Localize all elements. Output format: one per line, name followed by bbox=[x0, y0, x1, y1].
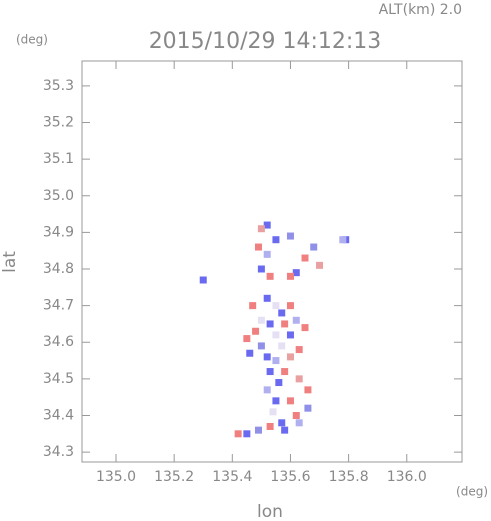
plot-frame bbox=[81, 60, 463, 463]
y-tick-label: 35.2 bbox=[43, 115, 74, 131]
radar-cell bbox=[272, 302, 280, 310]
radar-cell bbox=[286, 397, 294, 405]
radar-cell bbox=[243, 430, 251, 438]
radar-cell bbox=[316, 261, 324, 269]
radar-cell bbox=[304, 404, 312, 412]
radar-cell bbox=[266, 422, 274, 430]
radar-cell bbox=[304, 386, 312, 394]
y-tick-label: 34.3 bbox=[43, 444, 74, 460]
radar-cell bbox=[281, 426, 289, 434]
y-tick-label: 34.5 bbox=[43, 371, 74, 387]
y-unit: (deg) bbox=[16, 33, 48, 47]
y-tick-label: 34.9 bbox=[43, 224, 74, 240]
radar-cell bbox=[292, 316, 300, 324]
radar-cell bbox=[281, 368, 289, 376]
x-tick-label: 135.0 bbox=[96, 469, 136, 485]
y-tick-label: 34.6 bbox=[43, 334, 74, 350]
radar-cell bbox=[257, 342, 265, 350]
y-tick-label: 35.1 bbox=[43, 151, 74, 167]
radar-cell bbox=[301, 254, 309, 262]
radar-cell bbox=[249, 302, 257, 310]
radar-cell bbox=[254, 426, 262, 434]
radar-cell bbox=[246, 349, 254, 357]
radar-cell bbox=[263, 250, 271, 258]
radar-cell bbox=[263, 386, 271, 394]
radar-cell bbox=[275, 379, 283, 387]
radar-cell bbox=[286, 272, 294, 280]
radar-cell bbox=[278, 342, 286, 350]
radar-cell bbox=[266, 368, 274, 376]
radar-cell bbox=[292, 269, 300, 277]
x-tick-label: 136.0 bbox=[387, 469, 427, 485]
radar-cell bbox=[286, 232, 294, 240]
radar-cell bbox=[295, 346, 303, 354]
x-tick-label: 135.6 bbox=[270, 469, 310, 485]
radar-cell bbox=[266, 320, 274, 328]
radar-cell bbox=[269, 408, 277, 416]
radar-cell bbox=[263, 294, 271, 302]
radar-cell bbox=[272, 397, 280, 405]
radar-cell bbox=[252, 327, 260, 335]
radar-cell bbox=[234, 430, 242, 438]
radar-cell bbox=[292, 411, 300, 419]
x-tick-label: 135.2 bbox=[154, 469, 194, 485]
radar-cell bbox=[310, 243, 318, 251]
y-tick-label: 34.4 bbox=[43, 407, 74, 423]
radar-cell bbox=[272, 357, 280, 365]
radar-cell bbox=[286, 302, 294, 310]
radar-cell bbox=[266, 272, 274, 280]
radar-cell bbox=[339, 236, 347, 244]
radar-cell bbox=[254, 243, 262, 251]
y-tick-label: 35.0 bbox=[43, 188, 74, 204]
y-tick-label: 35.3 bbox=[43, 78, 74, 94]
radar-cell bbox=[278, 309, 286, 317]
radar-cell bbox=[257, 225, 265, 233]
x-unit: (deg) bbox=[456, 485, 488, 499]
y-tick-label: 34.8 bbox=[43, 261, 74, 277]
radar-cell bbox=[263, 353, 271, 361]
x-axis-label: lon bbox=[257, 502, 283, 521]
chart-title: 2015/10/29 14:12:13 bbox=[149, 29, 382, 54]
x-tick-label: 135.8 bbox=[329, 469, 369, 485]
radar-cell bbox=[286, 353, 294, 361]
radar-cell bbox=[295, 419, 303, 427]
y-tick-label: 34.7 bbox=[43, 298, 74, 314]
radar-cell bbox=[199, 276, 207, 284]
x-tick-label: 135.4 bbox=[212, 469, 252, 485]
annotation: ALT(km) 2.0 bbox=[379, 2, 462, 18]
radar-cell bbox=[301, 324, 309, 332]
radar-cell bbox=[286, 331, 294, 339]
radar-cell bbox=[272, 236, 280, 244]
radar-cell bbox=[272, 331, 280, 339]
radar-cell bbox=[257, 316, 265, 324]
radar-cell bbox=[263, 221, 271, 229]
radar-cell bbox=[257, 265, 265, 273]
y-axis-label: lat bbox=[0, 251, 20, 273]
radar-cell bbox=[295, 375, 303, 383]
radar-cell bbox=[281, 320, 289, 328]
radar-cell bbox=[243, 335, 251, 343]
radar-cell bbox=[278, 419, 286, 427]
